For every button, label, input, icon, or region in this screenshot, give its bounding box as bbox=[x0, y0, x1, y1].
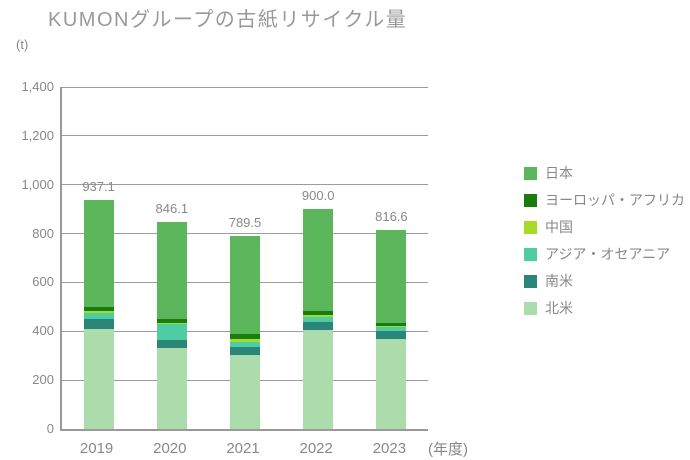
legend-item-japan: 日本 bbox=[524, 165, 685, 181]
y-tick-label-1000: 1,000 bbox=[21, 176, 54, 192]
bar-total-label-2021: 789.5 bbox=[228, 215, 262, 231]
bar-segment-north-america bbox=[230, 354, 260, 429]
bar-segment-europe-africa bbox=[376, 322, 407, 327]
bar-segment-asia-oceania bbox=[156, 324, 187, 341]
bar-segment-north-america bbox=[303, 330, 334, 429]
bar-segment-japan bbox=[303, 209, 334, 312]
bar-segment-japan bbox=[156, 222, 187, 320]
y-tick-label-0: 0 bbox=[46, 421, 54, 436]
bar-segment-north-america bbox=[83, 329, 114, 429]
x-axis-unit-label: (年度) bbox=[428, 441, 468, 458]
bar-segment-japan bbox=[230, 236, 260, 335]
bar-segment-south-america bbox=[156, 340, 187, 349]
plot-area: 937.1 846.1 789.5 900.0 816.6 bbox=[60, 86, 428, 431]
legend-label-china: 中国 bbox=[545, 219, 573, 235]
bar-2020 bbox=[156, 222, 187, 429]
bar-segment-europe-africa bbox=[83, 307, 114, 312]
y-tick-label-1200: 1,200 bbox=[21, 127, 54, 143]
bar-segment-europe-africa bbox=[230, 334, 260, 340]
x-axis-labels: 2019 2020 2021 2022 2023 bbox=[60, 440, 426, 458]
bar-segment-europe-africa bbox=[303, 311, 334, 316]
bar-segment-china bbox=[156, 323, 187, 325]
y-axis-labels: 0 200 400 600 800 1,000 1,200 1,400 bbox=[0, 79, 54, 436]
bar-segment-china bbox=[230, 339, 260, 343]
legend-label-europe-africa: ヨーロッパ・アフリカ bbox=[545, 192, 685, 208]
y-axis-unit-label: (t) bbox=[16, 37, 29, 52]
bar-segment-north-america bbox=[156, 348, 187, 429]
legend-item-europe-africa: ヨーロッパ・アフリカ bbox=[524, 192, 685, 208]
bar-segment-asia-oceania bbox=[303, 317, 334, 323]
bar-segment-china bbox=[303, 315, 334, 318]
x-tick-label-2019: 2019 bbox=[79, 440, 114, 457]
bar-segment-japan bbox=[376, 229, 407, 323]
legend-label-south-america: 南米 bbox=[545, 273, 573, 289]
legend-item-south-america: 南米 bbox=[524, 273, 685, 289]
bar-segment-china bbox=[83, 311, 114, 314]
legend-item-china: 中国 bbox=[524, 219, 685, 235]
y-tick-label-400: 400 bbox=[32, 323, 54, 339]
legend: 日本ヨーロッパ・アフリカ 中国アジア・オセアニア 南米北米 bbox=[524, 165, 685, 328]
bar-segment-asia-oceania bbox=[83, 313, 114, 320]
gridline-1000 bbox=[62, 184, 428, 186]
y-tick-label-200: 200 bbox=[32, 372, 54, 388]
y-tick-label-600: 600 bbox=[32, 274, 54, 290]
bar-2021 bbox=[230, 236, 260, 429]
x-tick-label-2023: 2023 bbox=[372, 440, 407, 457]
gridline-1400 bbox=[62, 86, 428, 88]
bar-2023 bbox=[376, 229, 407, 429]
legend-swatch-north-america bbox=[524, 301, 537, 315]
bar-segment-south-america bbox=[303, 322, 334, 331]
bar-segment-china bbox=[376, 326, 407, 328]
chart-title: KUMONグループの古紙リサイクル量 bbox=[48, 9, 408, 31]
bar-segment-north-america bbox=[376, 339, 407, 429]
bar-total-label-2020: 846.1 bbox=[155, 201, 189, 217]
y-tick-label-800: 800 bbox=[32, 225, 54, 241]
bar-segment-asia-oceania bbox=[376, 327, 407, 332]
bar-2022 bbox=[303, 209, 334, 429]
bar-segment-asia-oceania bbox=[230, 342, 260, 348]
bar-segment-south-america bbox=[83, 319, 114, 330]
legend-label-asia-oceania: アジア・オセアニア bbox=[545, 246, 671, 262]
legend-swatch-asia-oceania bbox=[524, 247, 537, 261]
x-tick-label-2022: 2022 bbox=[299, 440, 333, 457]
bar-total-label-2023: 816.6 bbox=[375, 208, 408, 224]
legend-item-asia-oceania: アジア・オセアニア bbox=[524, 246, 685, 262]
legend-swatch-europe-africa bbox=[524, 193, 537, 207]
bar-2019 bbox=[83, 200, 114, 429]
bar-total-label-2022: 900.0 bbox=[301, 188, 335, 204]
x-tick-label-2021: 2021 bbox=[226, 440, 260, 457]
bar-segment-south-america bbox=[376, 331, 407, 340]
legend-label-north-america: 北米 bbox=[545, 300, 573, 316]
bar-total-label-2019: 937.1 bbox=[82, 179, 115, 195]
bar-segment-japan bbox=[83, 200, 114, 308]
legend-swatch-japan bbox=[524, 166, 537, 180]
legend-label-japan: 日本 bbox=[545, 165, 573, 181]
bar-segment-europe-africa bbox=[156, 319, 187, 324]
legend-item-north-america: 北米 bbox=[524, 300, 685, 316]
legend-swatch-china bbox=[524, 220, 537, 234]
gridline-1200 bbox=[62, 135, 428, 137]
x-tick-label-2020: 2020 bbox=[153, 440, 187, 457]
y-tick-label-1400: 1,400 bbox=[21, 79, 54, 94]
gridline-800 bbox=[62, 233, 428, 235]
legend-swatch-south-america bbox=[524, 274, 537, 288]
bar-segment-south-america bbox=[230, 347, 260, 355]
